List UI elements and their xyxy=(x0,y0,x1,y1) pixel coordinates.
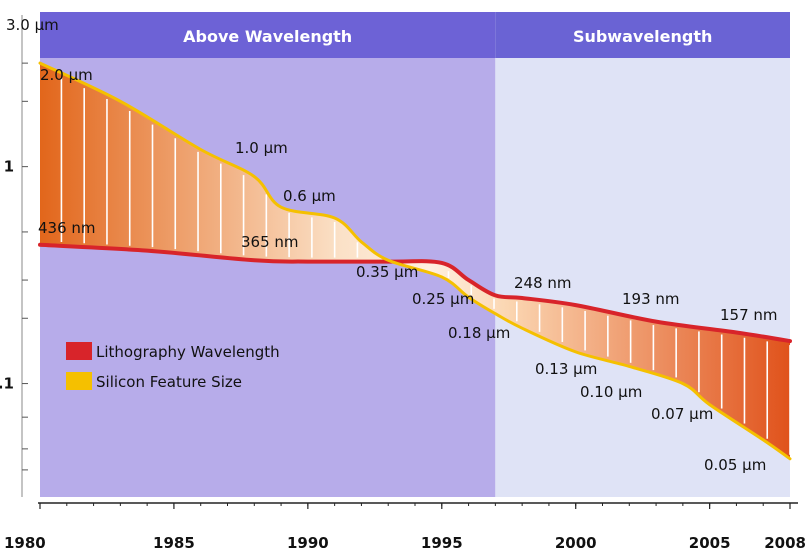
x-tick-label: 2000 xyxy=(555,534,597,552)
y-tick-label: 1 xyxy=(4,158,14,176)
x-tick-label: 1995 xyxy=(421,534,463,552)
legend-swatch xyxy=(66,372,92,390)
x-tick-label: 1980 xyxy=(4,534,46,552)
annotation-label: 0.18 µm xyxy=(448,324,510,342)
series-lithography-wavelength xyxy=(38,242,792,344)
annotation-label: 0.10 µm xyxy=(580,383,642,401)
annotation-label: 0.07 µm xyxy=(651,405,713,423)
annotation-label: 0.25 µm xyxy=(412,290,474,308)
annotation-label: 0.35 µm xyxy=(356,263,418,281)
series-silicon-feature-size xyxy=(38,61,792,461)
annotation-label: 0.05 µm xyxy=(704,456,766,474)
annotation-label: 1.0 µm xyxy=(235,139,288,157)
x-tick-label: 1985 xyxy=(153,534,195,552)
legend-label: Lithography Wavelength xyxy=(96,343,280,361)
legend-label: Silicon Feature Size xyxy=(96,373,242,391)
annotation-label: 248 nm xyxy=(514,274,572,292)
annotation-label: 157 nm xyxy=(720,306,778,324)
region-header-band xyxy=(495,12,790,58)
region-label: Subwavelength xyxy=(573,27,712,46)
region-label: Above Wavelength xyxy=(183,27,352,46)
annotation-label: 3.0 µm xyxy=(6,16,59,34)
gap-area-fill xyxy=(40,63,790,459)
annotation-label: 436 nm xyxy=(38,219,96,237)
x-tick-label: 2008 xyxy=(764,534,806,552)
x-tick-label: 1990 xyxy=(287,534,329,552)
annotation-label: 365 nm xyxy=(241,233,299,251)
legend-swatch xyxy=(66,342,92,360)
annotation-label: 0.13 µm xyxy=(535,360,597,378)
region-header-band xyxy=(40,12,496,58)
y-tick-label: .1 xyxy=(0,375,14,393)
annotation-label: 2.0 µm xyxy=(40,66,93,84)
annotation-label: 0.6 µm xyxy=(283,187,336,205)
annotation-label: 193 nm xyxy=(622,290,680,308)
x-tick-label: 2005 xyxy=(689,534,731,552)
